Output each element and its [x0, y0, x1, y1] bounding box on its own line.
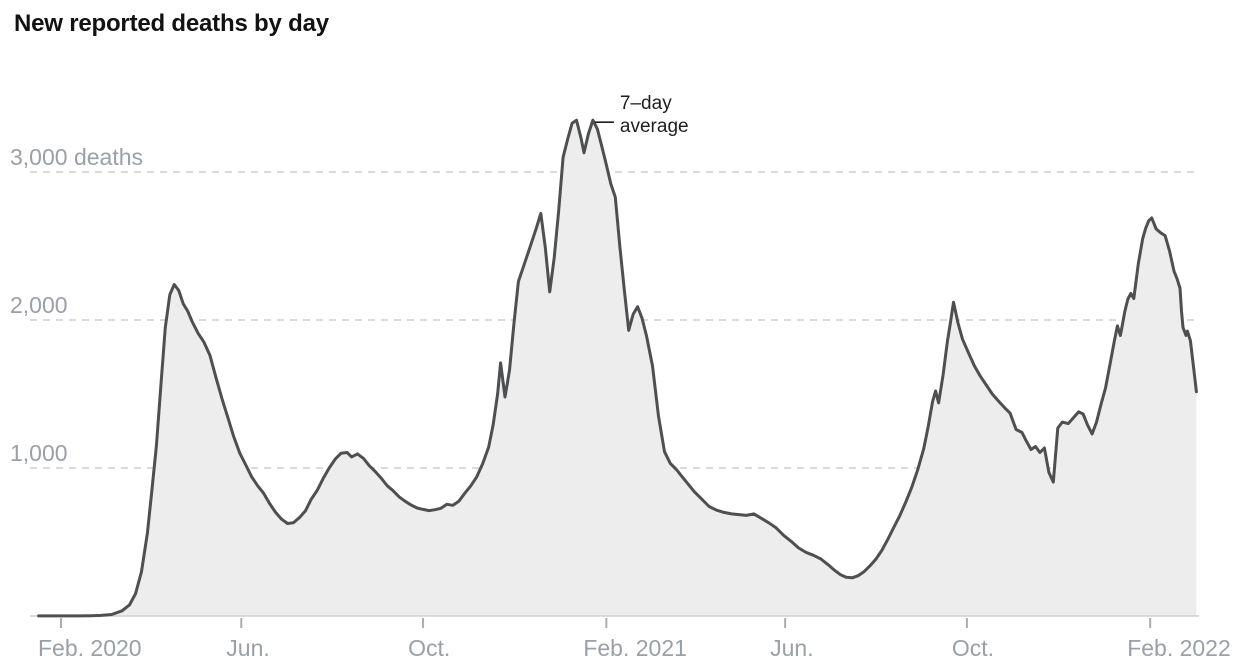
deaths-line [37, 118, 1198, 618]
x-axis-label: Jun. [226, 635, 269, 661]
y-axis-label: 2,000 [10, 292, 68, 318]
deaths-area-fill [38, 120, 1197, 616]
x-axis-label: Feb. 2020 [38, 635, 142, 661]
y-axis-label: 3,000 deaths [10, 144, 143, 170]
x-axis-label: Feb. 2021 [583, 635, 687, 661]
annotation-text-line2: average [620, 116, 689, 137]
chart-title: New reported deaths by day [14, 10, 329, 37]
y-axis-label: 1,000 [10, 440, 68, 466]
x-axis-label: Jun. [770, 635, 813, 661]
annotation-text-line1: 7–day [620, 93, 672, 114]
x-axis-label: Feb. 2022 [1127, 635, 1231, 661]
x-axis-label: Oct. [408, 635, 450, 661]
x-axis-label: Oct. [952, 635, 994, 661]
